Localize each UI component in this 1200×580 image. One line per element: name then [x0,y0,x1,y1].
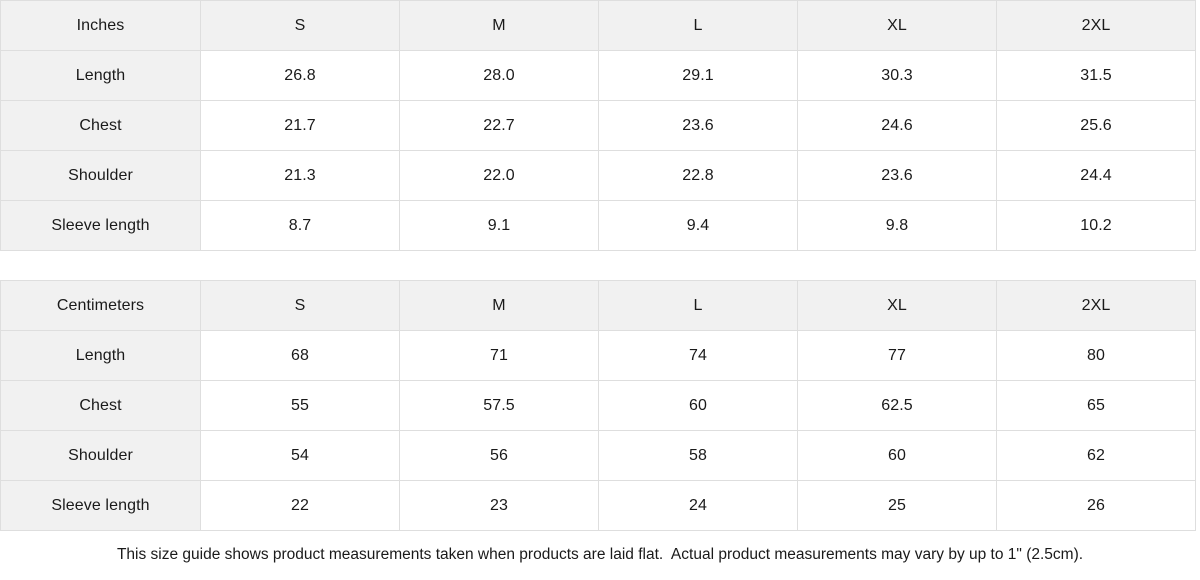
size-table-centimeters: Centimeters S M L XL 2XL Length 68 71 74… [0,280,1196,531]
table-row-length: Length 68 71 74 77 80 [0,330,1196,381]
measurement-cell: 22.7 [399,100,599,151]
row-label: Chest [0,100,201,151]
size-table-inches: Inches S M L XL 2XL Length 26.8 28.0 29.… [0,0,1196,251]
measurement-cell: 23.6 [797,150,997,201]
measurement-cell: 24 [598,480,798,531]
size-column-header-s: S [200,280,400,331]
measurement-cell: 26.8 [200,50,400,101]
size-column-header-xl: XL [797,280,997,331]
measurement-cell: 23.6 [598,100,798,151]
measurement-cell: 74 [598,330,798,381]
measurement-cell: 30.3 [797,50,997,101]
size-column-header-m: M [399,280,599,331]
size-column-header-2xl: 2XL [996,0,1196,51]
measurement-cell: 55 [200,380,400,431]
size-column-header-l: L [598,0,798,51]
measurement-cell: 62.5 [797,380,997,431]
table-row-shoulder: Shoulder 21.3 22.0 22.8 23.6 24.4 [0,150,1196,201]
size-column-header-s: S [200,0,400,51]
measurement-cell: 9.8 [797,200,997,251]
unit-label-centimeters: Centimeters [0,280,201,331]
measurement-cell: 29.1 [598,50,798,101]
measurement-cell: 22 [200,480,400,531]
table-row-length: Length 26.8 28.0 29.1 30.3 31.5 [0,50,1196,101]
measurement-cell: 22.0 [399,150,599,201]
unit-label-inches: Inches [0,0,201,51]
measurement-cell: 54 [200,430,400,481]
centimeters-header-row: Centimeters S M L XL 2XL [0,280,1196,331]
row-label: Length [0,50,201,101]
measurement-cell: 28.0 [399,50,599,101]
row-label: Chest [0,380,201,431]
measurement-cell: 10.2 [996,200,1196,251]
table-row-chest: Chest 21.7 22.7 23.6 24.6 25.6 [0,100,1196,151]
size-column-header-xl: XL [797,0,997,51]
measurement-cell: 21.3 [200,150,400,201]
measurement-cell: 24.4 [996,150,1196,201]
measurement-cell: 80 [996,330,1196,381]
row-label: Sleeve length [0,480,201,531]
table-row-shoulder: Shoulder 54 56 58 60 62 [0,430,1196,481]
measurement-cell: 65 [996,380,1196,431]
measurement-cell: 60 [797,430,997,481]
table-row-sleeve-length: Sleeve length 8.7 9.1 9.4 9.8 10.2 [0,200,1196,251]
size-column-header-l: L [598,280,798,331]
measurement-cell: 26 [996,480,1196,531]
measurement-cell: 21.7 [200,100,400,151]
size-column-header-m: M [399,0,599,51]
measurement-cell: 9.1 [399,200,599,251]
measurement-cell: 22.8 [598,150,798,201]
measurement-cell: 68 [200,330,400,381]
measurement-cell: 9.4 [598,200,798,251]
size-guide-note: This size guide shows product measuremen… [116,546,1084,563]
inches-header-row: Inches S M L XL 2XL [0,0,1196,51]
row-label: Shoulder [0,430,201,481]
measurement-cell: 60 [598,380,798,431]
row-label: Sleeve length [0,200,201,251]
measurement-cell: 24.6 [797,100,997,151]
table-row-sleeve-length: Sleeve length 22 23 24 25 26 [0,480,1196,531]
measurement-cell: 8.7 [200,200,400,251]
table-row-chest: Chest 55 57.5 60 62.5 65 [0,380,1196,431]
measurement-cell: 25.6 [996,100,1196,151]
table-gap [0,251,1196,280]
measurement-cell: 31.5 [996,50,1196,101]
size-guide-tables: Inches S M L XL 2XL Length 26.8 28.0 29.… [0,0,1196,531]
measurement-cell: 23 [399,480,599,531]
size-column-header-2xl: 2XL [996,280,1196,331]
row-label: Length [0,330,201,381]
measurement-cell: 25 [797,480,997,531]
measurement-cell: 57.5 [399,380,599,431]
measurement-cell: 62 [996,430,1196,481]
measurement-cell: 71 [399,330,599,381]
row-label: Shoulder [0,150,201,201]
measurement-cell: 56 [399,430,599,481]
measurement-cell: 58 [598,430,798,481]
measurement-cell: 77 [797,330,997,381]
